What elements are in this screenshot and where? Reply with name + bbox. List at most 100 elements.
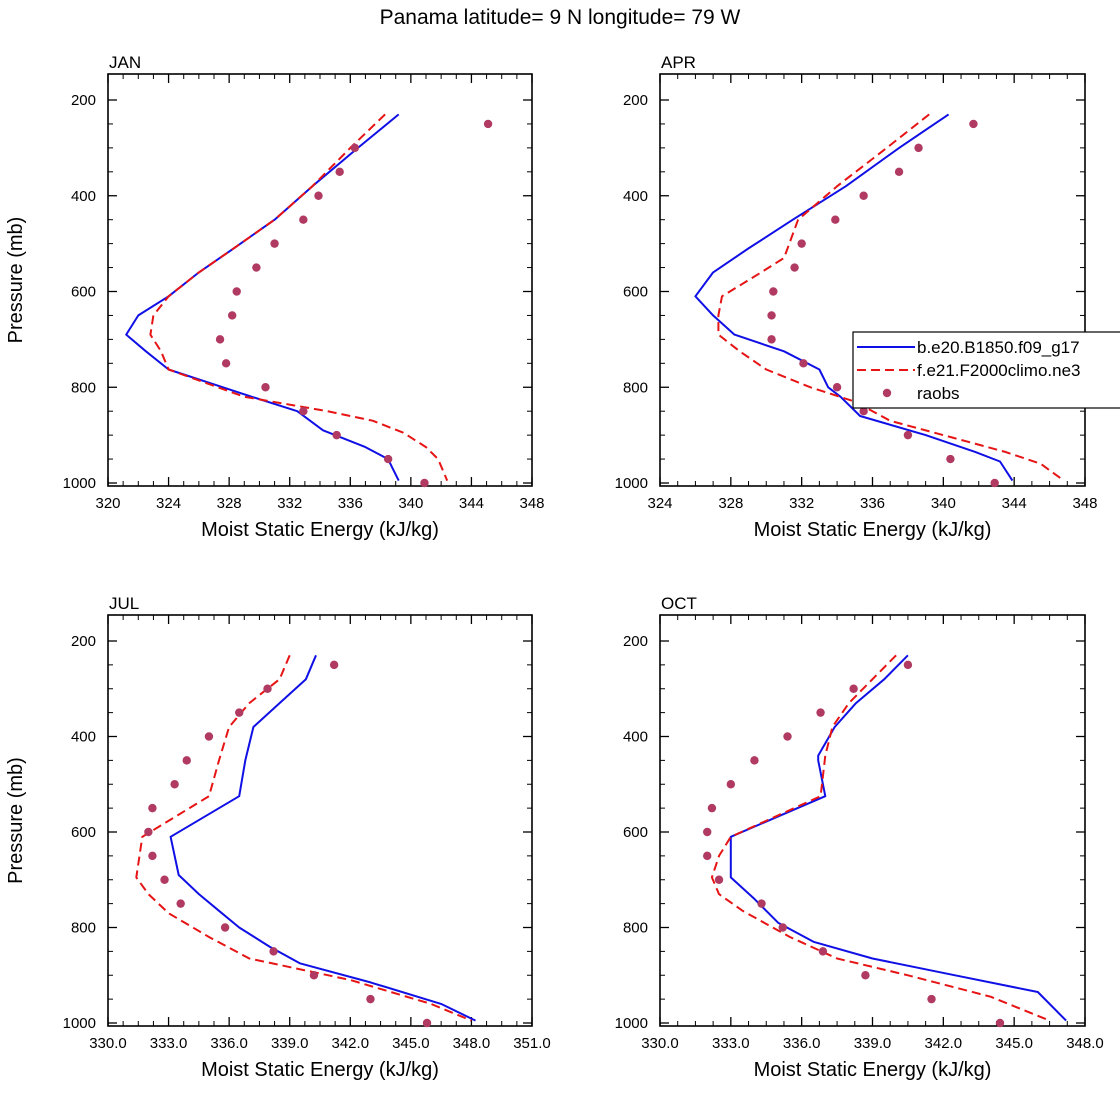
y-tick-label: 600	[71, 284, 96, 301]
raobs-point	[160, 875, 169, 884]
raobs-point	[714, 875, 724, 884]
raobs-point	[726, 780, 736, 789]
panel-jan: JAN 320 324 328 332 336 340 344 348 200 400 600 800 1…	[5, 53, 545, 541]
y-tick-label: 200	[71, 633, 96, 650]
x-tick-label: 324	[647, 495, 672, 512]
raobs-point	[204, 732, 214, 741]
raobs-point	[769, 287, 778, 296]
raobs-point	[269, 947, 278, 956]
raobs-point	[383, 454, 393, 464]
panel-title: OCT	[661, 594, 697, 613]
x-tick-label: 339.0	[854, 1035, 892, 1052]
y-tick-label: 800	[623, 379, 648, 396]
series-line-f-e21	[149, 113, 449, 481]
raobs-point	[969, 119, 978, 129]
series-line-b-e20	[729, 654, 1067, 1022]
x-tick-label: 320	[95, 495, 120, 512]
y-tick-label: 1000	[63, 475, 96, 492]
raobs-point	[903, 430, 913, 440]
raobs-point	[299, 406, 308, 416]
raobs-point	[816, 708, 825, 717]
raobs-point	[894, 167, 904, 177]
raobs-point	[914, 143, 923, 153]
y-tick-label: 400	[623, 188, 648, 205]
raobs-point	[767, 311, 776, 320]
x-tick-label: 348.0	[1066, 1035, 1104, 1052]
x-tick-label: 328	[718, 495, 743, 512]
x-tick-label: 348	[1072, 495, 1097, 512]
raobs-point	[332, 430, 341, 440]
panel-title: JAN	[109, 53, 141, 72]
y-tick-label: 800	[71, 379, 96, 396]
raobs-point	[757, 899, 766, 908]
y-tick-label: 800	[71, 920, 96, 937]
raobs-point	[422, 1018, 432, 1028]
raobs-point	[263, 684, 272, 693]
raobs-point	[215, 335, 225, 344]
raobs-point	[148, 851, 157, 861]
x-tick-label: 330.0	[89, 1035, 127, 1052]
raobs-point	[818, 947, 828, 956]
series-line-f-e21	[717, 113, 1065, 482]
x-tick-label: 333.0	[150, 1035, 188, 1052]
x-tick-label: 332	[789, 495, 814, 512]
raobs-point	[849, 684, 858, 693]
panel-oct: OCT 330.0 333.0 336.0 339.0 342.0 345.0 348.0 20…	[615, 594, 1104, 1081]
x-tick-label: 336.0	[783, 1035, 821, 1052]
x-tick-label: 324	[156, 495, 181, 512]
legend-label: b.e20.B1850.f09_g17	[917, 338, 1080, 357]
y-tick-label: 400	[71, 188, 96, 205]
y-tick-label: 1000	[615, 475, 648, 492]
y-tick-label: 400	[623, 729, 648, 746]
legend-swatch-raobs	[882, 388, 892, 398]
raobs-point	[859, 191, 868, 200]
x-axis-label: Moist Static Energy (kJ/kg)	[201, 519, 439, 541]
raobs-point	[350, 143, 360, 153]
raobs-point	[990, 478, 999, 488]
raobs-point	[927, 994, 936, 1004]
x-tick-label: 330.0	[641, 1035, 679, 1052]
raobs-point	[859, 406, 868, 416]
raobs-point	[309, 971, 319, 980]
y-axis-label: Pressure (mb)	[5, 217, 27, 344]
y-tick-label: 800	[623, 920, 648, 937]
x-tick-label: 345.0	[392, 1035, 430, 1052]
panel-title: JUL	[109, 594, 139, 613]
raobs-point	[790, 263, 799, 272]
raobs-point	[420, 478, 429, 488]
x-tick-label: 339.0	[271, 1035, 309, 1052]
raobs-point	[335, 167, 344, 177]
x-tick-label: 336.0	[210, 1035, 248, 1052]
raobs-point	[799, 359, 808, 368]
panel-title: APR	[661, 53, 696, 72]
y-tick-label: 200	[71, 92, 96, 109]
raobs-point	[235, 708, 244, 717]
y-tick-label: 600	[623, 284, 648, 301]
raobs-point	[767, 335, 776, 344]
raobs-point	[314, 191, 323, 200]
raobs-point	[220, 923, 230, 932]
legend-frame	[852, 331, 1120, 409]
x-tick-label: 348	[519, 495, 544, 512]
legend-label: f.e21.F2000climo.ne3	[917, 361, 1081, 380]
y-tick-label: 1000	[63, 1015, 96, 1032]
x-axis-label: Moist Static Energy (kJ/kg)	[754, 519, 992, 541]
x-axis-label: Moist Static Energy (kJ/kg)	[754, 1059, 992, 1081]
x-tick-label: 336	[338, 495, 363, 512]
raobs-point	[232, 287, 241, 296]
x-tick-label: 344	[459, 495, 484, 512]
panel-jul: JUL 330.0 333.0 336.0 339.0 342.0 345.0 348.0 35…	[5, 594, 551, 1081]
raobs-point	[783, 732, 792, 741]
raobs-point	[832, 383, 842, 392]
x-tick-label: 351.0	[513, 1035, 551, 1052]
series-line-f-e21	[710, 654, 1050, 1022]
raobs-point	[270, 239, 279, 248]
raobs-point	[707, 803, 717, 813]
legend: b.e20.B1850.f09_g17 f.e21.F2000climo.ne3 r…	[852, 331, 1120, 409]
raobs-point	[252, 263, 261, 272]
raobs-point	[946, 454, 955, 464]
raobs-point	[703, 851, 712, 861]
raobs-point	[329, 660, 339, 670]
raobs-point	[366, 994, 375, 1004]
x-tick-label: 340	[398, 495, 423, 512]
